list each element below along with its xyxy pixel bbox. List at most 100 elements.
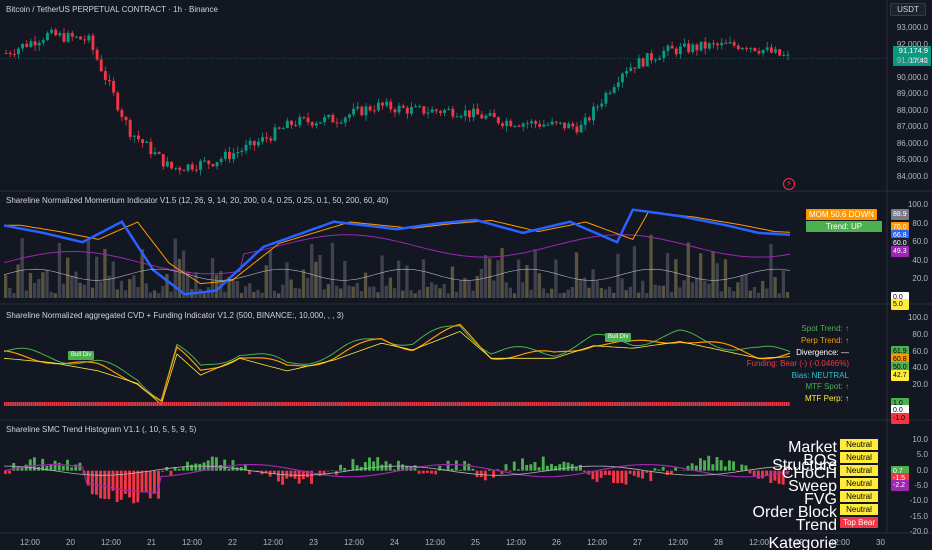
smc-row-label: Order Block — [752, 504, 837, 521]
candle-body — [356, 106, 360, 109]
momentum-bar — [442, 284, 446, 298]
candle-body — [410, 107, 413, 114]
smc-histogram-bar — [516, 469, 520, 471]
funding-bar — [504, 402, 507, 406]
funding-bar — [35, 402, 37, 406]
funding-bar — [723, 402, 726, 406]
momentum-bar — [500, 248, 504, 298]
funding-bar — [167, 402, 170, 406]
momentum-bar — [529, 289, 533, 298]
funding-bar — [339, 402, 341, 406]
smc-histogram-bar — [732, 461, 735, 471]
funding-bar — [297, 402, 300, 406]
funding-bar — [425, 402, 428, 406]
smc-histogram-bar — [649, 470, 653, 482]
funding-bar — [777, 402, 780, 406]
momentum-bar — [264, 265, 268, 298]
smc-histogram-bar — [550, 463, 553, 471]
funding-bar — [670, 402, 672, 406]
candle-body — [306, 117, 310, 123]
smc-histogram-bar — [727, 460, 731, 471]
smc-histogram-bar — [173, 467, 177, 471]
candle-body — [558, 122, 562, 124]
candle-body — [79, 36, 82, 40]
smc-histogram-bar — [322, 470, 326, 475]
funding-bar — [359, 402, 362, 406]
mtf-spot: MTF Spot: ↑ — [805, 382, 849, 391]
funding-bar — [12, 402, 14, 406]
time-tick-label: 12:00 — [586, 538, 608, 547]
funding-bar — [742, 402, 745, 406]
momentum-bar — [322, 289, 326, 298]
funding-bar — [601, 402, 604, 406]
funding-bar — [566, 402, 569, 406]
last-price-label: 91,174.9 17:42 — [893, 46, 931, 66]
smc-row-value: Neutral — [840, 439, 878, 450]
smc-histogram-bar — [698, 458, 702, 471]
funding-bar — [556, 402, 558, 406]
smc-histogram-bar — [343, 467, 347, 471]
momentum-bar — [397, 260, 401, 298]
funding-bar — [305, 402, 308, 406]
currency-selector[interactable]: USDT — [890, 3, 926, 16]
momentum-bar — [231, 279, 235, 298]
smc-row-label: Trend Kategorie — [768, 517, 838, 550]
chart-title: Bitcoin / TetherUS PERPETUAL CONTRACT · … — [6, 5, 218, 14]
candle-body — [745, 47, 749, 49]
candle-body — [401, 105, 405, 108]
candle-body — [45, 32, 49, 41]
momentum-bar — [570, 286, 575, 298]
candle-body — [740, 47, 744, 50]
smc-histogram-bar — [45, 465, 49, 471]
candle-body — [21, 43, 25, 49]
candle-body — [587, 117, 591, 121]
momentum-value-label: 5.0 — [891, 299, 909, 310]
candle-body — [132, 135, 136, 137]
momentum-bar — [417, 289, 421, 298]
funding-bar — [357, 402, 360, 406]
funding-bar — [361, 402, 364, 406]
momentum-bar — [732, 291, 736, 298]
funding-bar — [386, 402, 389, 406]
funding-bar — [593, 402, 596, 406]
funding-bar — [750, 402, 753, 406]
funding-bar — [514, 402, 517, 406]
perp-trend: Perp Trend: ↑ — [800, 336, 849, 345]
candle-body — [41, 40, 45, 43]
funding-bar — [771, 402, 774, 406]
momentum-bar — [74, 271, 78, 298]
candle-body — [339, 122, 343, 124]
funding-bar — [293, 402, 296, 406]
smc-avg-line — [4, 465, 791, 476]
candle-body — [4, 53, 8, 54]
cvd-value-label: 60.8 — [891, 354, 909, 365]
funding-bar — [194, 402, 196, 406]
funding-bar — [498, 402, 501, 406]
funding-bar — [717, 402, 720, 406]
smc-histogram-bar — [616, 470, 620, 484]
smc-histogram-bar — [115, 470, 119, 503]
smc-histogram-bar — [467, 463, 471, 471]
momentum-bar — [181, 250, 186, 298]
smc-histogram-bar — [736, 470, 740, 472]
candle-body — [496, 117, 500, 124]
funding-bar — [746, 402, 749, 406]
funding-bar — [419, 402, 422, 406]
momentum-bar — [438, 288, 442, 298]
momentum-bar — [227, 276, 231, 298]
smc-histogram-bar — [504, 464, 508, 471]
momentum-bar — [628, 286, 632, 298]
funding-bar — [204, 402, 207, 406]
candle-body — [385, 101, 389, 106]
alert-icon[interactable]: ⚡ — [783, 178, 795, 190]
candle-body — [153, 152, 157, 155]
momentum-bar — [723, 259, 728, 298]
smc-histogram-bar — [388, 463, 392, 471]
candle-body — [534, 121, 538, 124]
funding-bar — [26, 402, 29, 406]
candle-body — [521, 123, 525, 127]
funding-bar — [105, 402, 108, 406]
momentum-bar — [748, 290, 752, 298]
smc-histogram-bar — [61, 465, 65, 471]
